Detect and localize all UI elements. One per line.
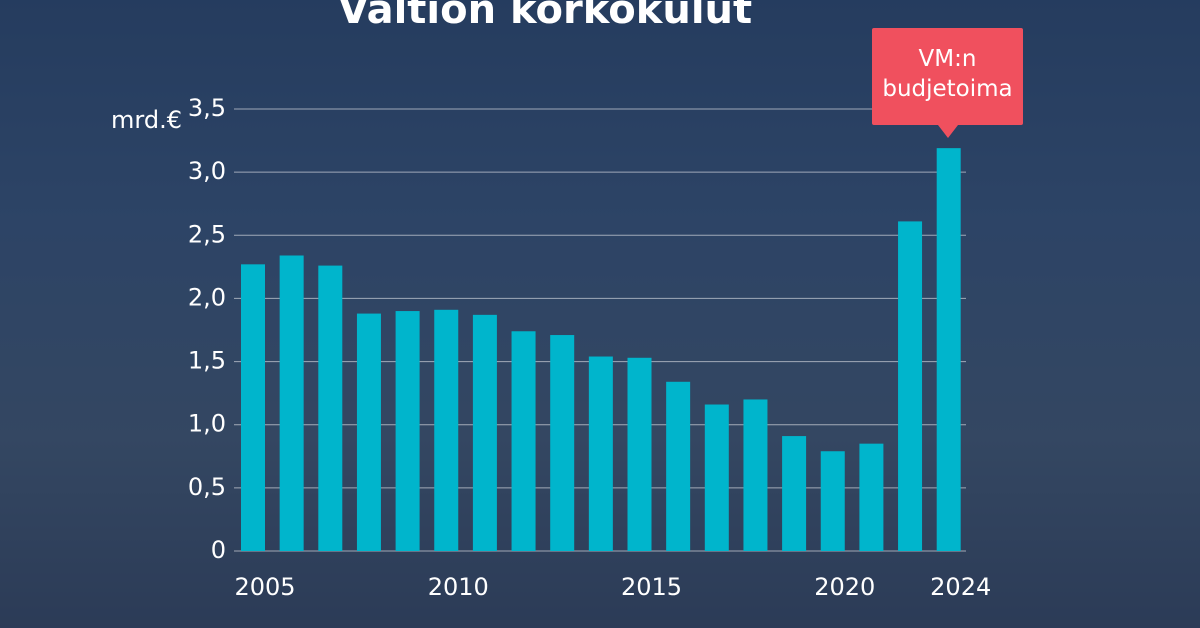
bar <box>859 443 884 551</box>
bar <box>627 357 652 551</box>
y-tick-label: 0 <box>211 536 226 564</box>
y-tick-label: 1,0 <box>188 410 226 438</box>
bar <box>743 399 768 551</box>
chart-title: Valtion korkokulut <box>338 0 752 33</box>
y-tick-label: 3,0 <box>188 157 226 185</box>
bar <box>782 436 807 551</box>
y-tick-label: 3,5 <box>188 94 226 122</box>
bar <box>666 381 691 551</box>
annotation-pointer <box>938 125 958 138</box>
bar <box>511 331 536 551</box>
x-tick-label: 2015 <box>621 573 682 601</box>
y-tick-label: 2,5 <box>188 220 226 248</box>
y-tick-label: 0,5 <box>188 473 226 501</box>
bar <box>241 264 265 551</box>
bar <box>318 265 343 551</box>
x-tick-label: 2020 <box>814 573 875 601</box>
bar <box>588 356 613 551</box>
x-tick-label: 2024 <box>930 573 991 601</box>
bar <box>279 255 304 551</box>
x-tick-label: 2010 <box>428 573 489 601</box>
bar <box>550 335 575 551</box>
bar <box>356 313 381 551</box>
x-tick-label: 2005 <box>234 573 295 601</box>
y-tick-label: 2,0 <box>188 283 226 311</box>
bar <box>434 309 459 551</box>
y-tick-label: 1,5 <box>188 347 226 375</box>
bar <box>472 314 497 551</box>
annotation: VM:n budjetoima <box>872 28 1023 125</box>
bar <box>704 404 729 551</box>
bar <box>936 148 961 552</box>
y-axis-unit: mrd.€ <box>111 106 182 134</box>
bar <box>898 221 923 551</box>
bar <box>820 451 845 551</box>
bar <box>395 311 420 551</box>
